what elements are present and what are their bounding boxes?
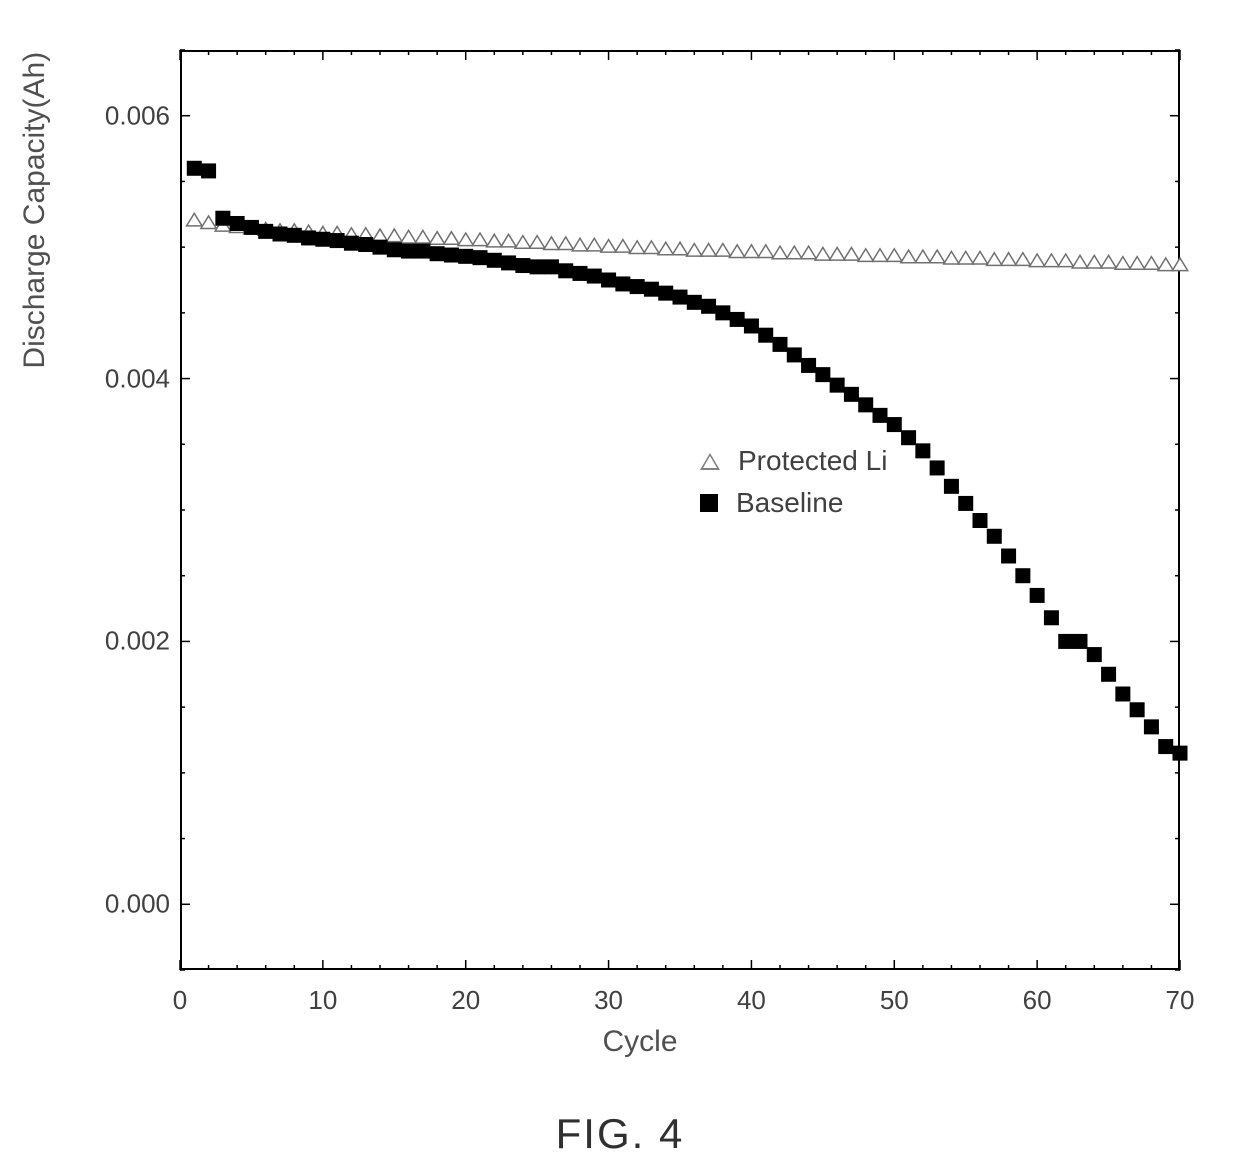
x-tick-label: 10	[308, 985, 337, 1016]
x-tick-label: 30	[594, 985, 623, 1016]
legend-label: Protected Li	[738, 445, 887, 477]
y-tick-label: 0.002	[85, 626, 170, 657]
x-tick-label: 70	[1166, 985, 1195, 1016]
plot-svg	[180, 50, 1180, 970]
legend-item-protected-li: Protected Li	[700, 445, 887, 477]
square-filled-icon	[700, 494, 718, 512]
legend-item-baseline: Baseline	[700, 487, 887, 519]
y-tick-label: 0.004	[85, 363, 170, 394]
x-axis-label: Cycle	[602, 1025, 677, 1059]
y-tick-label: 0.000	[85, 889, 170, 920]
figure-caption: FIG. 4	[556, 1110, 685, 1158]
x-tick-label: 20	[451, 985, 480, 1016]
legend: Protected Li Baseline	[700, 445, 887, 529]
x-tick-label: 60	[1023, 985, 1052, 1016]
x-tick-label: 50	[880, 985, 909, 1016]
y-axis-label: Discharge Capacity(Ah)	[18, 52, 52, 369]
figure-container: Discharge Capacity(Ah) Cycle FIG. 4 Prot…	[0, 0, 1240, 1169]
y-tick-label: 0.006	[85, 100, 170, 131]
triangle-open-icon	[700, 453, 720, 470]
x-tick-label: 40	[737, 985, 766, 1016]
legend-label: Baseline	[736, 487, 843, 519]
x-tick-label: 0	[173, 985, 187, 1016]
chart-area: Protected Li Baseline	[180, 50, 1180, 970]
